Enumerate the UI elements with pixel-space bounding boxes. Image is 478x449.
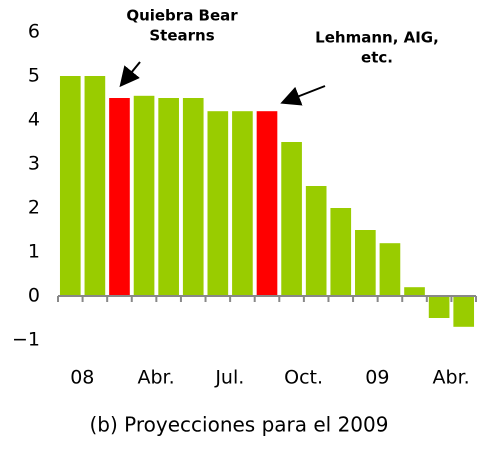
y-tick-label: 6	[28, 21, 40, 43]
x-tick-label: Oct.	[284, 367, 323, 389]
bar	[428, 296, 450, 318]
bar	[59, 76, 81, 296]
bar	[182, 98, 204, 296]
chart-title: (b) Proyecciones para el 2009	[90, 413, 389, 437]
bar	[84, 76, 106, 296]
bar	[379, 243, 401, 296]
bar	[207, 111, 229, 296]
bar	[281, 142, 302, 296]
x-tick-label: 08	[70, 367, 94, 389]
x-tick-label: Jul.	[214, 367, 244, 389]
bar	[158, 98, 179, 296]
x-tick-label: Abr.	[433, 367, 470, 389]
y-tick-label: 5	[28, 65, 40, 87]
x-tick-label: 09	[365, 367, 389, 389]
y-tick-label: 3	[28, 153, 40, 175]
annotation-arrow	[119, 61, 141, 88]
annotation-arrow	[280, 85, 326, 106]
bar	[330, 208, 352, 296]
y-tick-label: 2	[28, 197, 40, 219]
x-tick-label: Abr.	[137, 367, 174, 389]
bar	[305, 186, 327, 296]
y-tick-label: 4	[28, 109, 40, 131]
bar	[453, 296, 475, 327]
bar	[133, 95, 155, 296]
annotation: Lehmann, AIG,	[315, 29, 439, 47]
y-tick-label: 1	[28, 241, 40, 263]
bar	[355, 230, 376, 296]
bar	[109, 98, 130, 296]
y-tick-label: 0	[28, 285, 40, 307]
annotation: Quiebra Bear	[126, 7, 238, 25]
annotation: Stearns	[149, 27, 214, 45]
bar	[256, 111, 278, 296]
bar	[232, 111, 253, 296]
y-tick-label: −1	[12, 329, 40, 351]
annotation: etc.	[361, 49, 393, 67]
bar	[404, 287, 425, 296]
